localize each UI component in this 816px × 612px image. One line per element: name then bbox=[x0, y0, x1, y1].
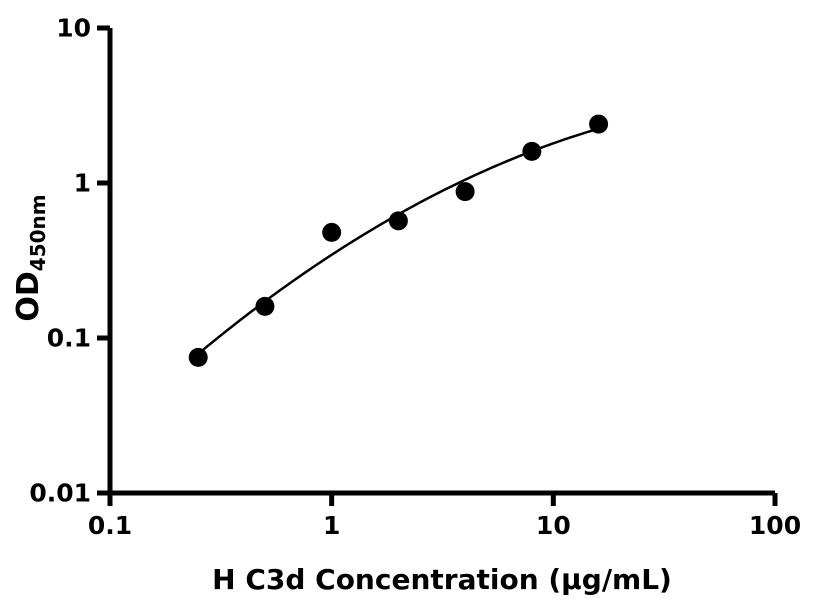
x-tick-label: 0.1 bbox=[88, 511, 132, 540]
data-point bbox=[322, 222, 342, 242]
y-tick-label: 0.1 bbox=[47, 324, 91, 353]
x-tick-label: 100 bbox=[749, 511, 801, 540]
y-axis-title-main: OD bbox=[11, 271, 46, 321]
x-axis-title: H C3d Concentration (μg/mL) bbox=[212, 563, 672, 596]
data-point bbox=[522, 141, 542, 161]
data-point bbox=[255, 296, 275, 316]
axis-tick-labels: 0.1 1 10 100 0.01 0.1 1 10 bbox=[29, 14, 801, 541]
fit-curve bbox=[196, 127, 600, 356]
data-point bbox=[589, 114, 609, 134]
axis-ticks bbox=[97, 25, 778, 506]
data-point bbox=[388, 211, 408, 231]
axis-spines bbox=[107, 28, 775, 496]
y-axis-title-sub: 450nm bbox=[26, 194, 50, 271]
y-tick-label: 1 bbox=[74, 169, 91, 198]
y-axis-title: OD450nm bbox=[11, 194, 50, 321]
data-point bbox=[455, 182, 475, 202]
data-points bbox=[188, 114, 609, 367]
x-tick-label: 10 bbox=[536, 511, 571, 540]
x-tick-label: 1 bbox=[323, 511, 340, 540]
y-tick-label: 10 bbox=[56, 14, 91, 43]
axes bbox=[107, 28, 775, 496]
y-tick-label: 0.01 bbox=[29, 479, 91, 508]
data-point bbox=[188, 347, 208, 367]
